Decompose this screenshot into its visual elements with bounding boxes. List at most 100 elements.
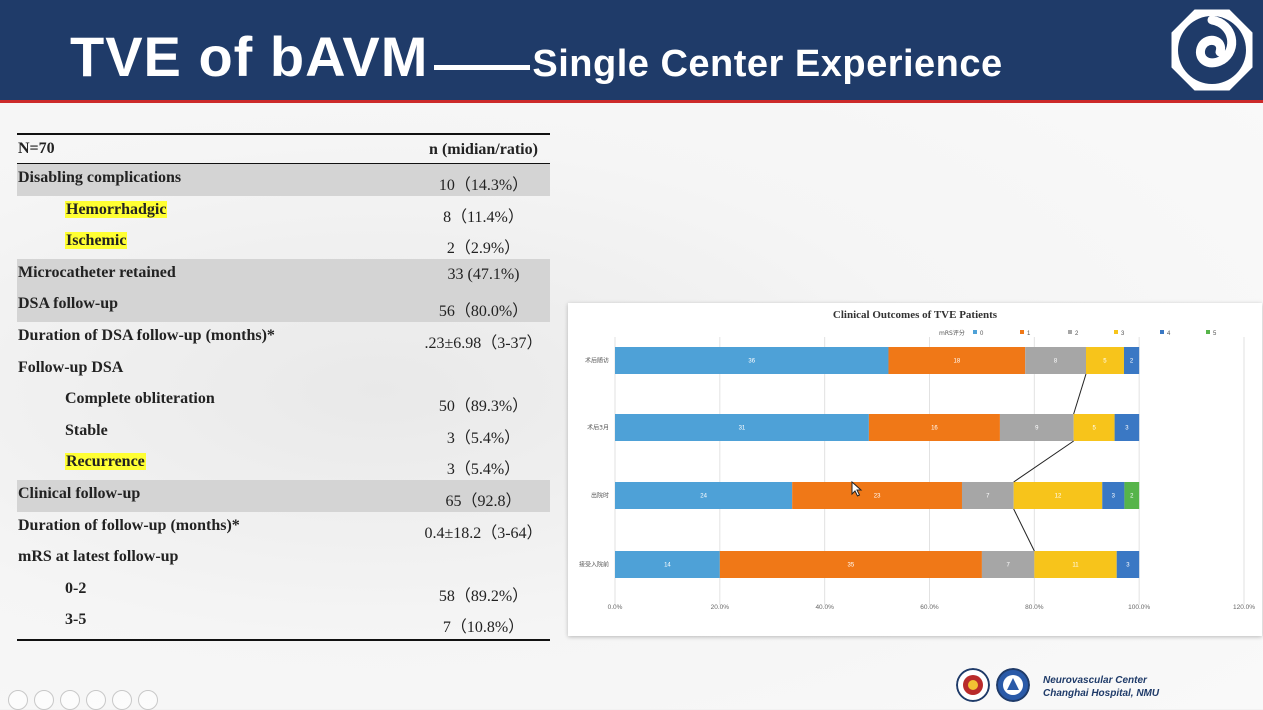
- bar-segment: [792, 482, 962, 509]
- bar-segment: [1025, 347, 1086, 374]
- bar-segment: [1085, 347, 1124, 374]
- legend-label: 4: [1167, 331, 1171, 337]
- row-value: 58（89.2%）: [438, 587, 529, 605]
- table-bottom-rule: [17, 638, 550, 641]
- university-emblem-icon: [956, 668, 990, 702]
- table-row: Duration of DSA follow-up (months)* .23±6…: [17, 322, 550, 354]
- chart-title: Clinical Outcomes of TVE Patients: [832, 309, 998, 321]
- table-row: Ischemic 2（2.9%）: [17, 227, 550, 259]
- bar-value-label: 7: [986, 494, 990, 500]
- x-tick-label: 100.0%: [1128, 604, 1150, 611]
- row-label: Ischemic: [65, 232, 128, 250]
- row-value: 3（5.4%）: [446, 429, 521, 447]
- row-label-text: Disabling complications: [18, 169, 182, 186]
- row-label: Complete obliteration: [65, 390, 215, 408]
- hospital-emblem-icon: [996, 668, 1030, 702]
- row-value: 2（2.9%）: [446, 240, 521, 258]
- row-label-text: mRS at latest follow-up: [18, 548, 179, 566]
- row-label-text: Hemorrhadgic: [65, 200, 168, 218]
- row-label-text: 0-2: [65, 579, 87, 597]
- bar-value-label: 11: [1072, 563, 1079, 569]
- row-value: 56（80.0%）: [438, 303, 529, 321]
- row-label: mRS at latest follow-up: [18, 548, 178, 566]
- bar-value-label: 31: [739, 426, 746, 432]
- bar-value-label: 0: [1140, 563, 1144, 569]
- table-body: Disabling complications 10（14.3%） Hemorrha…: [17, 164, 550, 638]
- hospital-logo-icon: [1168, 6, 1256, 94]
- row-label-text: Stable: [65, 421, 108, 439]
- mouse-cursor-icon: [851, 481, 863, 497]
- row-label-text: Ischemic: [65, 232, 128, 250]
- bar-value-label: 24: [700, 494, 707, 500]
- bar-value-label: 3: [1126, 563, 1130, 569]
- x-tick-label: 20.0%: [711, 604, 730, 611]
- bar-segment: [719, 551, 982, 578]
- bar-value-label: 16: [931, 426, 938, 432]
- bar-value-label: 2: [1130, 494, 1134, 500]
- category-label: 出院时: [591, 492, 609, 500]
- table-row: Complete obliteration 50（89.3%）: [17, 385, 550, 417]
- table-row: Hemorrhadgic 8（11.4%）: [17, 196, 550, 228]
- table-row: 3-5 7（10.8%）: [17, 606, 550, 638]
- row-label-text: Clinical follow-up: [18, 484, 141, 502]
- row-value: .23±6.98（3-37）: [424, 334, 543, 352]
- row-label-text: Duration of DSA follow-up (months)*: [18, 326, 275, 344]
- bar-value-label: 18: [954, 359, 961, 365]
- bar-value-label: 3: [1125, 426, 1129, 432]
- table-top-rule: [17, 133, 550, 135]
- row-label: DSA follow-up: [18, 295, 118, 313]
- table-header-row: N=70 n (midian/ratio): [17, 135, 550, 163]
- legend-label: 3: [1121, 331, 1125, 337]
- bar-segment: [1102, 482, 1125, 509]
- more-options-button[interactable]: [138, 690, 158, 710]
- row-label: Recurrence: [65, 453, 146, 471]
- pen-tool-button[interactable]: [60, 690, 80, 710]
- x-tick-label: 40.0%: [815, 604, 834, 611]
- slide-header: TVE of bAVM Single Center Experience: [0, 0, 1263, 103]
- series-connector-line: [1073, 373, 1087, 415]
- header-left: N=70: [18, 140, 55, 157]
- x-tick-label: 120.0%: [1233, 604, 1255, 611]
- row-label-text: Recurrence: [65, 453, 146, 471]
- bar-value-label: 35: [848, 563, 855, 569]
- bar-value-label: 12: [1055, 494, 1062, 500]
- next-slide-button[interactable]: [34, 690, 54, 710]
- row-label-text: 3-5: [65, 611, 87, 629]
- row-label: Microcatheter retained: [18, 264, 176, 282]
- row-label-text: DSA follow-up: [18, 295, 119, 313]
- legend-swatch: [1068, 330, 1072, 334]
- row-value: 0.4±18.2（3-64）: [424, 524, 543, 542]
- category-label: 接受入院前: [579, 561, 609, 569]
- bar-value-label: 3: [1112, 494, 1116, 500]
- row-label: Disabling complications: [18, 169, 181, 187]
- bar-segment: [1013, 482, 1103, 509]
- row-label-text: Microcatheter retained: [18, 263, 176, 281]
- bar-value-label: 0: [1140, 426, 1144, 432]
- table-header-rule: [17, 163, 550, 164]
- slides-overview-button[interactable]: [86, 690, 106, 710]
- bar-value-label: 9: [1035, 426, 1039, 432]
- row-label: Clinical follow-up: [18, 485, 140, 503]
- row-label: Follow-up DSA: [18, 359, 123, 377]
- prev-slide-button[interactable]: [8, 690, 28, 710]
- bar-value-label: 5: [1103, 359, 1107, 365]
- row-label: Stable: [65, 422, 108, 440]
- bar-segment: [1124, 482, 1140, 509]
- row-label-text: Duration of follow-up (months)*: [18, 516, 240, 534]
- bar-segment: [1116, 551, 1140, 578]
- bar-value-label: 0: [1140, 359, 1144, 365]
- table-row: Follow-up DSA: [17, 354, 550, 386]
- bar-segment: [1073, 414, 1115, 441]
- footer-line-1: Neurovascular Center: [1043, 675, 1147, 686]
- legend-title: mRS评分: [939, 329, 965, 337]
- zoom-button[interactable]: [112, 690, 132, 710]
- table-row: DSA follow-up 56（80.0%）: [17, 290, 550, 322]
- legend-swatch: [973, 330, 977, 334]
- table-row: Duration of follow-up (months)* 0.4±18.2（…: [17, 512, 550, 544]
- bar-value-label: 8: [1054, 359, 1058, 365]
- row-value: 65（92.8）: [445, 492, 522, 510]
- row-label-text: Complete obliteration: [65, 390, 215, 408]
- x-tick-label: 0.0%: [608, 604, 623, 611]
- category-label: 术后3月: [587, 424, 609, 432]
- stacked-bar-chart: 0.0% 20.0% 40.0% 60.0% 80.0% 100.0% 120.0% mRS评…: [579, 329, 1255, 611]
